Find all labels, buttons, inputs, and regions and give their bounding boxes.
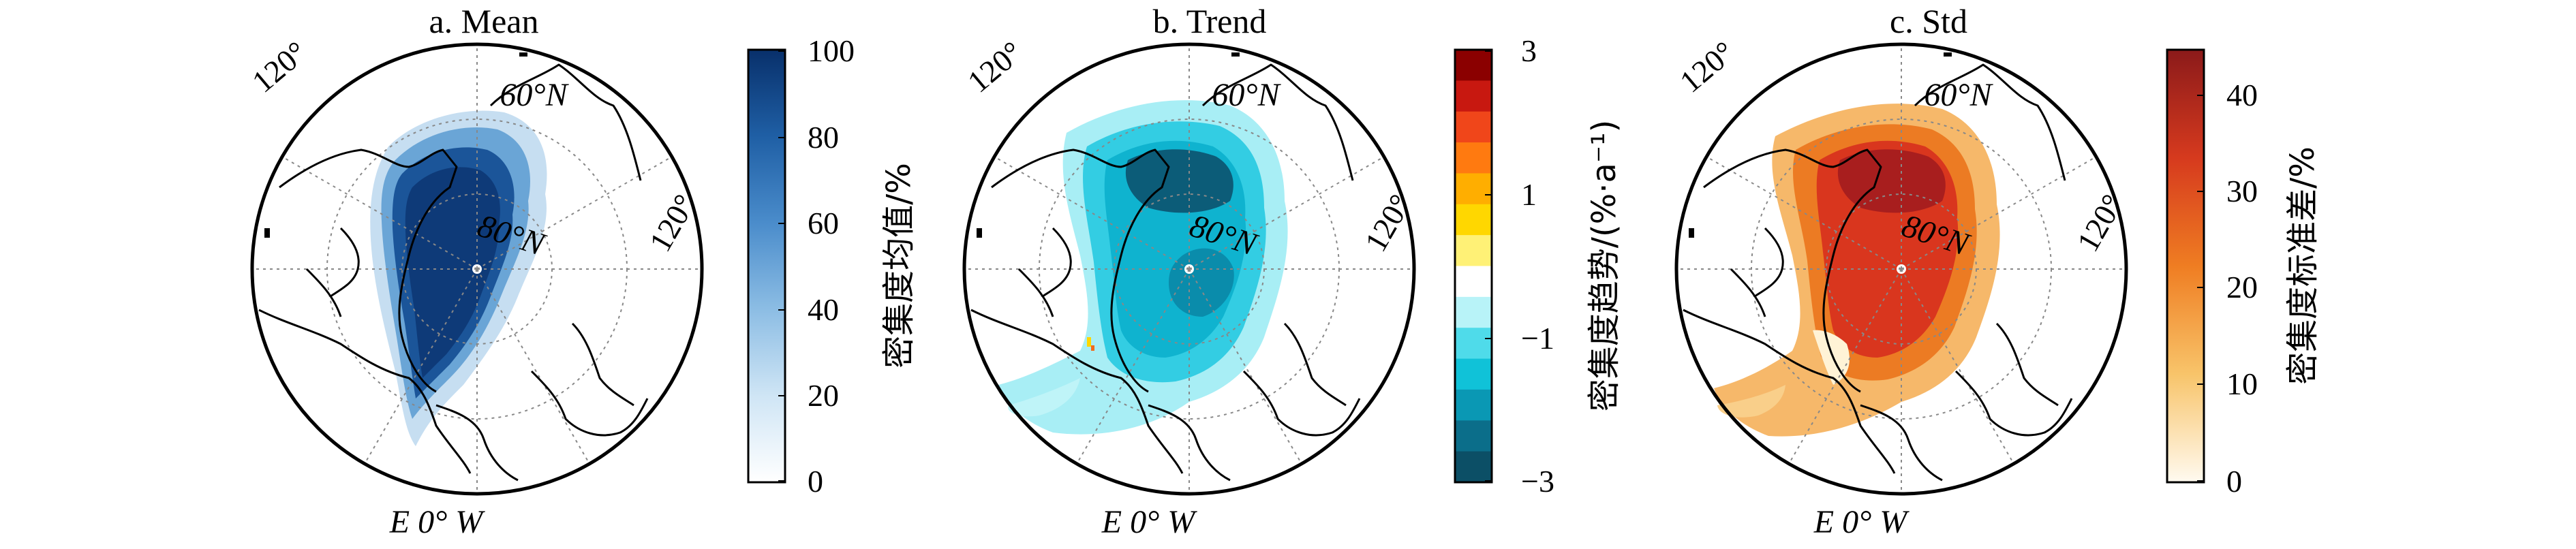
bottom-lon-label-std: E 0° W bbox=[1813, 504, 1910, 540]
cbar-tick-trend-2: −1 bbox=[1521, 321, 1554, 356]
colorbar-mean: 100 80 60 40 20 0 密集度均值/% bbox=[747, 33, 918, 499]
cbar-tick-mean-3: 40 bbox=[808, 292, 839, 327]
colorbar-ticks-mean bbox=[778, 50, 785, 482]
colorbar-step-trend bbox=[1455, 358, 1492, 390]
colorbar-label-trend: 密集度趋势/(%·a⁻¹) bbox=[1585, 120, 1623, 412]
cbar-tick-std-1: 30 bbox=[2226, 174, 2258, 208]
cbar-tick-trend-1: 1 bbox=[1521, 177, 1537, 212]
lat-label-outer-trend: 60°N bbox=[1212, 77, 1281, 113]
colorbar-step-trend bbox=[1455, 296, 1492, 328]
colorbar-step-trend bbox=[1455, 50, 1492, 81]
map-trend bbox=[964, 44, 1414, 494]
colorbar-step-trend bbox=[1455, 80, 1492, 112]
cbar-tick-trend-0: 3 bbox=[1521, 33, 1537, 68]
map-mean bbox=[252, 44, 702, 494]
colorbar-step-trend bbox=[1455, 420, 1492, 452]
colorbar-trend: 3 1 −1 −3 密集度趋势/(%·a⁻¹) bbox=[1454, 33, 1623, 499]
panel-std: c. Std 120° 120° 60°N 80°N E 0° W bbox=[1673, 2, 2322, 540]
cbar-tick-std-3: 10 bbox=[2226, 366, 2258, 401]
cbar-tick-std-4: 0 bbox=[2226, 464, 2242, 499]
colorbar-step-trend bbox=[1455, 204, 1492, 236]
panel-trend: b. Trend 120° 120° 60°N 80°N E 0° W bbox=[961, 2, 1623, 540]
colorbar-steps-trend bbox=[1455, 50, 1492, 483]
cbar-tick-mean-5: 0 bbox=[808, 464, 823, 499]
colorbar-std: 40 30 20 10 0 密集度标准差/% bbox=[2166, 48, 2322, 499]
panel-title-trend: b. Trend bbox=[1153, 2, 1267, 40]
map-std bbox=[1676, 44, 2126, 494]
cbar-tick-std-2: 20 bbox=[2226, 270, 2258, 304]
cbar-tick-trend-3: −3 bbox=[1521, 464, 1554, 499]
lat-label-outer-std: 60°N bbox=[1924, 77, 1993, 113]
panel-mean: a. Mean 120° 120° 60°N 80°N E 0° W bbox=[245, 2, 918, 540]
colorbar-label-mean: 密集度均值/% bbox=[880, 163, 918, 368]
colorbar-step-trend bbox=[1455, 235, 1492, 267]
panel-title-std: c. Std bbox=[1890, 2, 1967, 40]
colorbar-step-trend bbox=[1455, 451, 1492, 483]
colorbar-step-trend bbox=[1455, 111, 1492, 143]
lon-label-left-std: 120° bbox=[1673, 35, 1741, 99]
lon-label-left-mean: 120° bbox=[245, 35, 313, 99]
colorbar-label-std: 密集度标准差/% bbox=[2284, 146, 2322, 385]
colorbar-step-trend bbox=[1455, 328, 1492, 360]
cbar-tick-std-0: 40 bbox=[2226, 78, 2258, 112]
cbar-tick-mean-1: 80 bbox=[808, 120, 839, 155]
colorbar-step-trend bbox=[1455, 142, 1492, 174]
lat-label-outer-mean: 60°N bbox=[500, 77, 569, 113]
colorbar-step-trend bbox=[1455, 173, 1492, 205]
lon-label-left-trend: 120° bbox=[961, 35, 1029, 99]
cbar-tick-mean-4: 20 bbox=[808, 378, 839, 413]
colorbar-step-trend bbox=[1455, 266, 1492, 298]
cbar-tick-mean-2: 60 bbox=[808, 206, 839, 240]
bottom-lon-label-trend: E 0° W bbox=[1101, 504, 1198, 540]
panel-title-mean: a. Mean bbox=[429, 2, 538, 40]
cbar-tick-mean-0: 100 bbox=[808, 33, 855, 68]
bottom-lon-label-mean: E 0° W bbox=[389, 504, 486, 540]
colorbar-step-trend bbox=[1455, 389, 1492, 421]
